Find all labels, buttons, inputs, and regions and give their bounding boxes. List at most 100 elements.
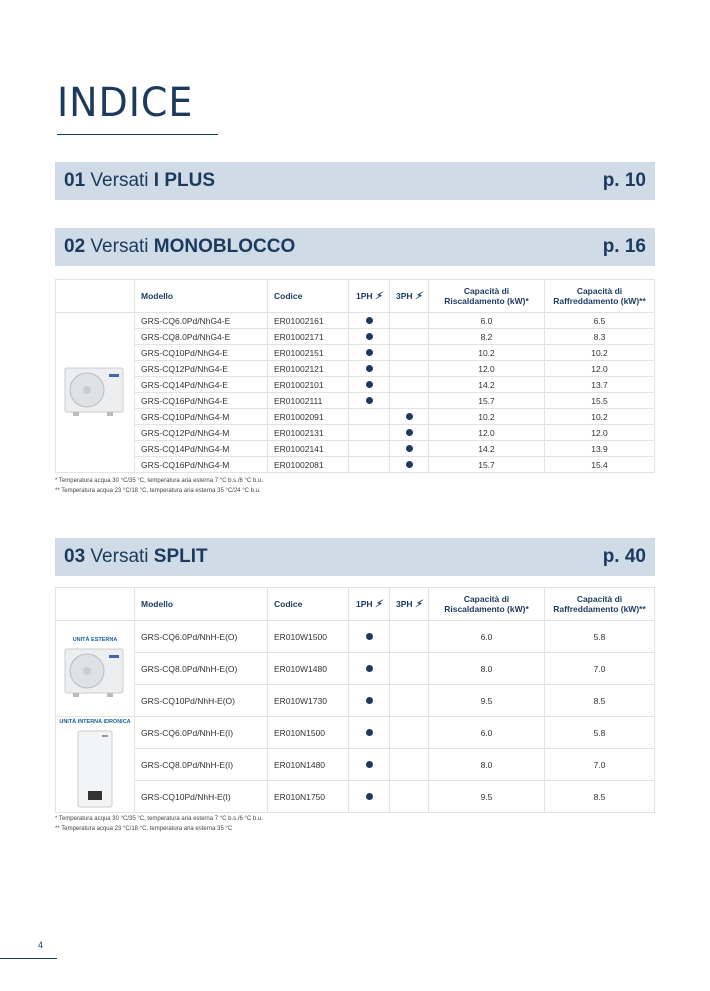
3ph-cell — [389, 684, 429, 717]
table-row: GRS-CQ8.0Pd/NhH-E(I) ER010N1480 8.0 7.0 — [56, 748, 655, 781]
codice-cell: ER010W1480 — [267, 652, 349, 685]
codice-cell: ER01002131 — [267, 424, 349, 441]
page-title: INDICE — [57, 80, 194, 126]
riscaldamento-cell: 12.0 — [428, 424, 545, 441]
3ph-cell — [389, 424, 429, 441]
1ph-cell — [348, 344, 390, 361]
raffreddamento-cell: 15.4 — [544, 456, 655, 473]
split-notes: * Temperatura acqua 30 °C/35 °C, tempera… — [55, 814, 263, 834]
modello-cell: GRS-CQ14Pd/NhG4-M — [134, 440, 268, 457]
section-01-link[interactable]: 01 Versati I PLUS p. 10 — [55, 162, 655, 200]
col-raffreddamento: Capacità di Raffreddamento (kW)** — [544, 587, 655, 621]
raffreddamento-cell: 5.8 — [544, 620, 655, 653]
3ph-cell — [389, 440, 429, 457]
table-row: GRS-CQ10Pd/NhH-E(I) ER010N1750 9.5 8.5 — [56, 780, 655, 813]
3ph-cell — [389, 780, 429, 813]
lightning-icon: ⚡︎ — [414, 290, 422, 302]
codice-cell: ER010W1730 — [267, 684, 349, 717]
raffreddamento-cell: 6.5 — [544, 312, 655, 329]
footnote: * Temperatura acqua 30 °C/35 °C, tempera… — [55, 478, 263, 484]
1ph-cell — [348, 748, 390, 781]
monoblocco-unit-image — [55, 312, 135, 473]
modello-cell: GRS-CQ6.0Pd/NhG4-E — [134, 312, 268, 329]
col-riscaldamento: Capacità di Riscaldamento (kW)* — [428, 587, 545, 621]
codice-cell: ER010N1480 — [267, 748, 349, 781]
section-02-link[interactable]: 02 Versati MONOBLOCCO p. 16 — [55, 228, 655, 266]
col-codice: Codice — [267, 279, 349, 313]
riscaldamento-cell: 6.0 — [428, 716, 545, 749]
table-row: GRS-CQ16Pd/NhG4-E ER01002111 15.7 15.5 — [56, 392, 655, 409]
section-03-link[interactable]: 03 Versati SPLIT p. 40 — [55, 538, 655, 576]
check-dot-icon — [365, 632, 373, 640]
check-dot-icon — [365, 792, 373, 800]
indoor-unit-image: UNITÀ INTERNA IDRONICA — [55, 716, 135, 813]
section-name: Versati — [90, 546, 149, 567]
check-dot-icon — [365, 316, 373, 324]
codice-cell: ER01002101 — [267, 376, 349, 393]
modello-cell: GRS-CQ6.0Pd/NhH-E(I) — [134, 716, 268, 749]
title-rule — [57, 134, 218, 135]
col-raffreddamento: Capacità di Raffreddamento (kW)** — [544, 279, 655, 313]
col-riscaldamento: Capacità di Riscaldamento (kW)* — [428, 279, 545, 313]
modello-cell: GRS-CQ16Pd/NhG4-M — [134, 456, 268, 473]
riscaldamento-cell: 14.2 — [428, 376, 545, 393]
riscaldamento-cell: 6.0 — [428, 312, 545, 329]
riscaldamento-cell: 8.0 — [428, 748, 545, 781]
section-num: 03 — [64, 546, 86, 567]
codice-cell: ER01002081 — [267, 456, 349, 473]
table-row: GRS-CQ8.0Pd/NhH-E(O) ER010W1480 8.0 7.0 — [56, 652, 655, 685]
raffreddamento-cell: 13.9 — [544, 440, 655, 457]
3ph-cell — [389, 408, 429, 425]
image-header — [55, 587, 135, 621]
3ph-cell — [389, 456, 429, 473]
raffreddamento-cell: 10.2 — [544, 344, 655, 361]
riscaldamento-cell: 6.0 — [428, 620, 545, 653]
codice-cell: ER010N1500 — [267, 716, 349, 749]
section-bold: I PLUS — [153, 170, 216, 191]
raffreddamento-cell: 5.8 — [544, 716, 655, 749]
modello-cell: GRS-CQ10Pd/NhH-E(I) — [134, 780, 268, 813]
1ph-cell — [348, 424, 390, 441]
codice-cell: ER01002091 — [267, 408, 349, 425]
footnote: ** Temperatura acqua 23 °C/18 °C, temper… — [55, 826, 233, 832]
table-row: GRS-CQ10Pd/NhG4-E ER01002151 10.2 10.2 — [56, 344, 655, 361]
3ph-cell — [389, 328, 429, 345]
3ph-cell — [389, 312, 429, 329]
col-3ph: 3PH ⚡︎ — [389, 279, 429, 313]
raffreddamento-cell: 8.3 — [544, 328, 655, 345]
check-dot-icon — [405, 444, 413, 452]
check-dot-icon — [365, 760, 373, 768]
table-row: GRS-CQ14Pd/NhG4-M ER01002141 14.2 13.9 — [56, 440, 655, 457]
table-row: GRS-CQ8.0Pd/NhG4-E ER01002171 8.2 8.3 — [56, 328, 655, 345]
check-dot-icon — [365, 364, 373, 372]
section-name: Versati — [90, 170, 149, 191]
3ph-cell — [389, 716, 429, 749]
outdoor-unit-image: UNITÀ ESTERNA — [55, 620, 135, 717]
riscaldamento-cell: 15.7 — [428, 456, 545, 473]
table-row: UNITÀ INTERNA IDRONICA GRS-CQ6.0Pd/NhH-E(… — [55, 716, 655, 813]
check-dot-icon — [405, 428, 413, 436]
1ph-cell — [348, 780, 390, 813]
raffreddamento-cell: 7.0 — [544, 652, 655, 685]
table-row: GRS-CQ12Pd/NhG4-E ER01002121 12.0 12.0 — [56, 360, 655, 377]
section-bold: SPLIT — [153, 546, 208, 567]
riscaldamento-cell: 14.2 — [428, 440, 545, 457]
1ph-cell — [348, 328, 390, 345]
riscaldamento-cell: 9.5 — [428, 780, 545, 813]
section-page: p. 40 — [602, 546, 646, 567]
page-number: 4 — [38, 940, 44, 950]
raffreddamento-cell: 13.7 — [544, 376, 655, 393]
check-dot-icon — [365, 348, 373, 356]
raffreddamento-cell: 8.5 — [544, 780, 655, 813]
riscaldamento-cell: 9.5 — [428, 684, 545, 717]
col-1ph: 1PH ⚡︎ — [348, 587, 390, 621]
raffreddamento-cell: 10.2 — [544, 408, 655, 425]
modello-cell: GRS-CQ8.0Pd/NhG4-E — [134, 328, 268, 345]
codice-cell: ER01002161 — [267, 312, 349, 329]
lightning-icon: ⚡︎ — [374, 598, 382, 610]
3ph-cell — [389, 344, 429, 361]
col-1ph-label: 1PH — [356, 598, 373, 609]
table-row: GRS-CQ10Pd/NhH-E(O) ER010W1730 9.5 8.5 — [56, 684, 655, 717]
1ph-cell — [348, 408, 390, 425]
col-1ph: 1PH ⚡︎ — [348, 279, 390, 313]
